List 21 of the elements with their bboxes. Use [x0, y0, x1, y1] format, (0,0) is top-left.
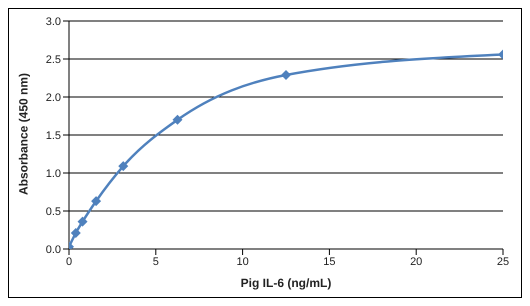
y-tick-label: 1.5 — [46, 130, 61, 142]
point — [91, 196, 102, 206]
x-tick-label: 5 — [152, 256, 159, 268]
x-tick-label: 25 — [496, 256, 510, 268]
y-tick-label: 0.0 — [46, 244, 61, 256]
point — [78, 216, 88, 227]
y-tick-label: 2.0 — [46, 92, 61, 104]
y-tick-label: 0.5 — [46, 206, 61, 218]
y-axis-title: Absorbance (450 nm) — [16, 72, 30, 195]
point — [70, 228, 81, 238]
y-tick-label: 3.0 — [46, 16, 61, 28]
x-tick-label: 10 — [236, 256, 249, 268]
point — [118, 161, 128, 172]
point — [172, 114, 182, 125]
y-tick-label: 1.0 — [46, 168, 61, 180]
y-tick-label: 2.5 — [46, 54, 61, 66]
x-tick-label: 15 — [323, 256, 336, 268]
x-axis-title: Pig IL-6 (ng/mL) — [240, 276, 332, 290]
point — [281, 70, 291, 80]
x-tick-label: 0 — [66, 256, 72, 268]
x-tick-label: 20 — [410, 256, 422, 268]
